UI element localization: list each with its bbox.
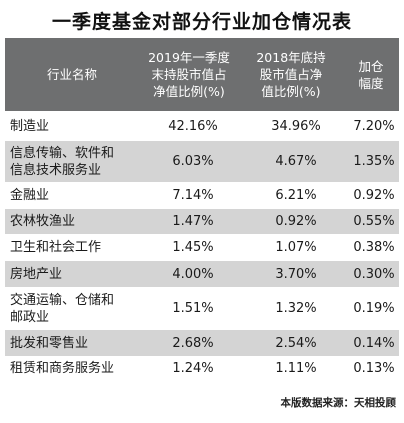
cell-industry: 农林牧渔业 — [10, 214, 76, 229]
cell-q1-2019: 6.03% — [172, 154, 214, 169]
header-increase: 加仓 幅度 — [358, 58, 384, 91]
cell-industry: 卫生和社会工作 — [10, 240, 102, 255]
header-end-2018: 2018年底持 股市值占净 值比例(%) — [256, 50, 326, 99]
cell-increase: 1.35% — [353, 154, 395, 169]
industry-table: 行业名称 2019年一季度 末持股市值占 净值比例(%) 2018年底持 股市值… — [5, 38, 399, 381]
cell-industry: 交通运输、仓储和 邮政业 — [10, 292, 115, 325]
cell-increase: 0.13% — [353, 361, 395, 376]
table-row: 卫生和社会工作 1.45% 1.07% 0.38% — [5, 234, 399, 261]
cell-increase: 0.92% — [353, 188, 395, 203]
cell-q1-2019: 1.51% — [172, 301, 214, 316]
table-row: 租赁和商务服务业 1.24% 1.11% 0.13% — [5, 356, 399, 381]
cell-end-2018: 1.32% — [275, 301, 317, 316]
header-industry: 行业名称 — [46, 67, 97, 82]
cell-q1-2019: 4.00% — [172, 266, 214, 282]
table-row: 房地产业 4.00% 3.70% 0.30% — [5, 261, 399, 287]
cell-end-2018: 0.92% — [275, 214, 317, 229]
data-source-note: 本版数据来源：天相投顾 — [280, 397, 397, 409]
cell-increase: 0.14% — [353, 335, 395, 351]
cell-industry: 制造业 — [10, 118, 50, 134]
table-row: 农林牧渔业 1.47% 0.92% 0.55% — [5, 209, 399, 234]
table-header: 行业名称 2019年一季度 末持股市值占 净值比例(%) 2018年底持 股市值… — [5, 38, 399, 111]
cell-q1-2019: 1.24% — [172, 361, 214, 376]
cell-q1-2019: 1.47% — [172, 214, 214, 229]
table-row: 金融业 7.14% 6.21% 0.92% — [5, 182, 399, 209]
cell-q1-2019: 7.14% — [172, 188, 214, 203]
cell-increase: 0.38% — [353, 240, 395, 255]
cell-increase: 7.20% — [353, 118, 395, 134]
cell-q1-2019: 2.68% — [172, 335, 214, 351]
cell-end-2018: 34.96% — [271, 118, 321, 134]
cell-end-2018: 3.70% — [275, 266, 317, 282]
table-row: 批发和零售业 2.68% 2.54% 0.14% — [5, 330, 399, 356]
cell-industry: 房地产业 — [10, 266, 63, 282]
cell-end-2018: 2.54% — [275, 335, 317, 351]
cell-increase: 0.55% — [353, 214, 395, 229]
cell-industry: 租赁和商务服务业 — [10, 361, 115, 376]
cell-end-2018: 4.67% — [275, 154, 317, 169]
table-row: 交通运输、仓储和 邮政业 1.51% 1.32% 0.19% — [5, 287, 399, 330]
cell-increase: 0.19% — [353, 301, 395, 316]
cell-q1-2019: 42.16% — [168, 118, 218, 134]
cell-industry: 金融业 — [10, 188, 50, 203]
cell-industry: 批发和零售业 — [10, 335, 89, 351]
table-row: 信息传输、软件和 信息技术服务业 6.03% 4.67% 1.35% — [5, 141, 399, 182]
header-q1-2019: 2019年一季度 末持股市值占 净值比例(%) — [148, 50, 230, 99]
cell-increase: 0.30% — [353, 266, 395, 282]
cell-end-2018: 1.11% — [275, 361, 317, 376]
cell-end-2018: 6.21% — [275, 188, 317, 203]
table-row: 制造业 42.16% 34.96% 7.20% — [5, 111, 399, 141]
cell-industry: 信息传输、软件和 信息技术服务业 — [10, 145, 115, 178]
cell-end-2018: 1.07% — [275, 240, 317, 255]
cell-q1-2019: 1.45% — [172, 240, 214, 255]
table-title: 一季度基金对部分行业加仓情况表 — [51, 11, 352, 33]
